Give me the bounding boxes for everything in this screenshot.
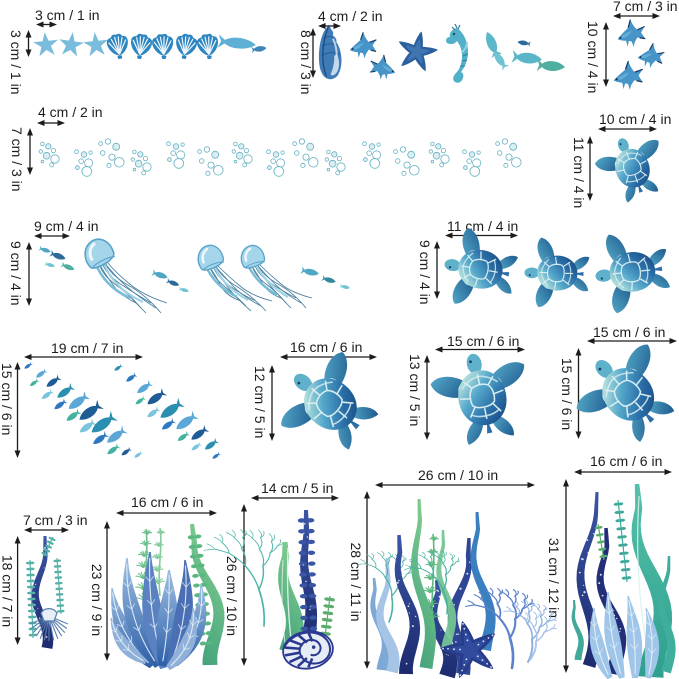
svg-text:3 cm / 1 in: 3 cm / 1 in [8, 30, 24, 95]
svg-text:9 cm / 4 in: 9 cm / 4 in [34, 218, 99, 234]
svg-text:11 cm / 4 in: 11 cm / 4 in [447, 218, 518, 234]
svg-text:26 cm / 10 in: 26 cm / 10 in [418, 467, 498, 483]
svg-text:9 cm / 4 in: 9 cm / 4 in [8, 241, 24, 306]
svg-text:4 cm / 2 in: 4 cm / 2 in [318, 8, 383, 24]
svg-text:23 cm / 9 in: 23 cm / 9 in [89, 564, 105, 636]
svg-text:7 cm / 3 in: 7 cm / 3 in [9, 127, 25, 192]
svg-text:4 cm / 2 in: 4 cm / 2 in [38, 104, 103, 120]
svg-text:16 cm / 6 in: 16 cm / 6 in [131, 494, 203, 510]
svg-text:12 cm / 5 in: 12 cm / 5 in [252, 366, 268, 438]
svg-text:16 cm / 6 in: 16 cm / 6 in [290, 339, 362, 355]
svg-text:28 cm / 11 in: 28 cm / 11 in [348, 542, 364, 621]
svg-text:8 cm / 3 in: 8 cm / 3 in [298, 30, 314, 95]
svg-text:13 cm / 5 in: 13 cm / 5 in [407, 354, 423, 426]
svg-text:14 cm / 5 in: 14 cm / 5 in [261, 480, 333, 496]
svg-text:7 cm / 3 in: 7 cm / 3 in [613, 0, 678, 14]
svg-text:16 cm / 6 in: 16 cm / 6 in [590, 453, 662, 469]
svg-text:15 cm / 6 in: 15 cm / 6 in [559, 358, 575, 430]
svg-text:26 cm / 10 in: 26 cm / 10 in [224, 556, 240, 636]
svg-text:10 cm / 4 in: 10 cm / 4 in [599, 111, 671, 127]
svg-text:11 cm / 4 in: 11 cm / 4 in [571, 137, 587, 208]
svg-text:7 cm / 3 in: 7 cm / 3 in [23, 512, 88, 528]
svg-text:15 cm / 6 in: 15 cm / 6 in [0, 363, 15, 435]
svg-text:18 cm / 7 in: 18 cm / 7 in [0, 555, 16, 627]
svg-text:19 cm / 7 in: 19 cm / 7 in [51, 340, 123, 356]
svg-text:9 cm / 4 in: 9 cm / 4 in [417, 240, 433, 305]
svg-text:15 cm / 6 in: 15 cm / 6 in [447, 333, 519, 349]
svg-text:3 cm / 1 in: 3 cm / 1 in [35, 7, 100, 23]
svg-text:10 cm / 4 in: 10 cm / 4 in [585, 21, 601, 93]
svg-text:31 cm / 12 in: 31 cm / 12 in [546, 538, 562, 618]
svg-text:15 cm / 6 in: 15 cm / 6 in [593, 324, 665, 340]
